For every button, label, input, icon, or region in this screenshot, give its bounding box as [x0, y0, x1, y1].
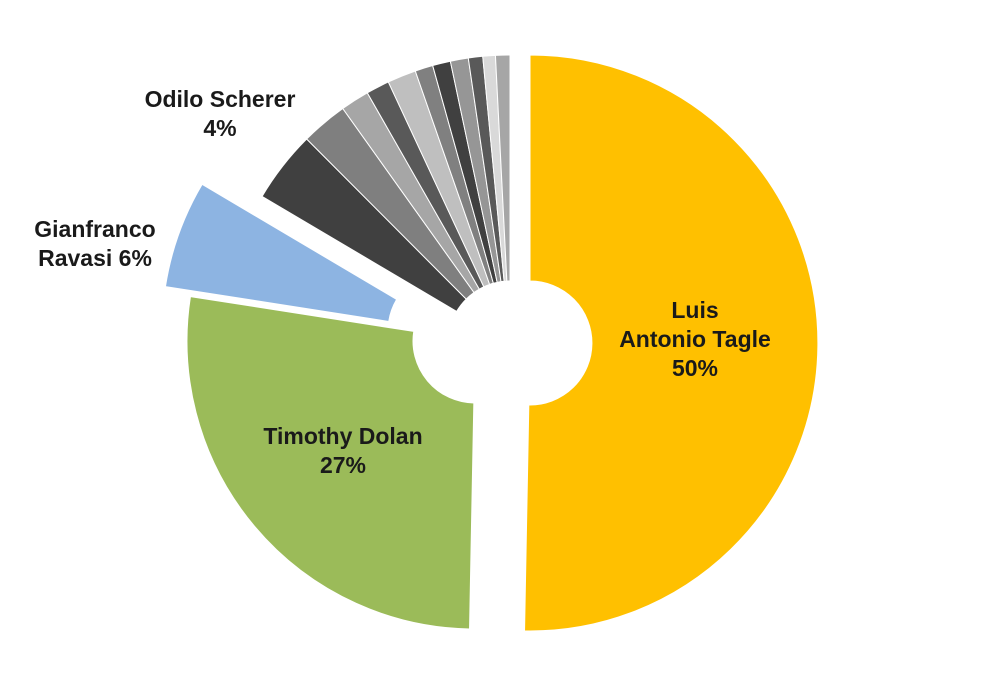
slice-label-line: Gianfranco: [34, 216, 155, 242]
slice-label-line: 50%: [672, 355, 718, 381]
pie-slice-gianfranco-ravasi: [164, 183, 398, 323]
slice-label-line: 27%: [320, 452, 366, 478]
slice-label-line: 4%: [203, 115, 236, 141]
pie-slice-timothy-dolan: [186, 296, 475, 630]
slice-label-line: Ravasi 6%: [38, 245, 152, 271]
slice-label-odilo-scherer: Odilo Scherer 4%: [145, 86, 296, 141]
slice-label-line: Odilo Scherer: [145, 86, 296, 112]
pie-slice-luis-antonio-tagle: [524, 54, 819, 632]
slice-label-line: Antonio Tagle: [619, 326, 771, 352]
slice-label-luis-antonio-tagle: Luis Antonio Tagle 50%: [619, 297, 771, 381]
slice-label-line: Luis: [671, 297, 718, 323]
slice-label-line: Timothy Dolan: [263, 423, 422, 449]
slice-label-gianfranco-ravasi: Gianfranco Ravasi 6%: [34, 216, 155, 271]
pie-slice-other-13: [494, 54, 511, 282]
slice-label-timothy-dolan: Timothy Dolan 27%: [263, 423, 422, 478]
